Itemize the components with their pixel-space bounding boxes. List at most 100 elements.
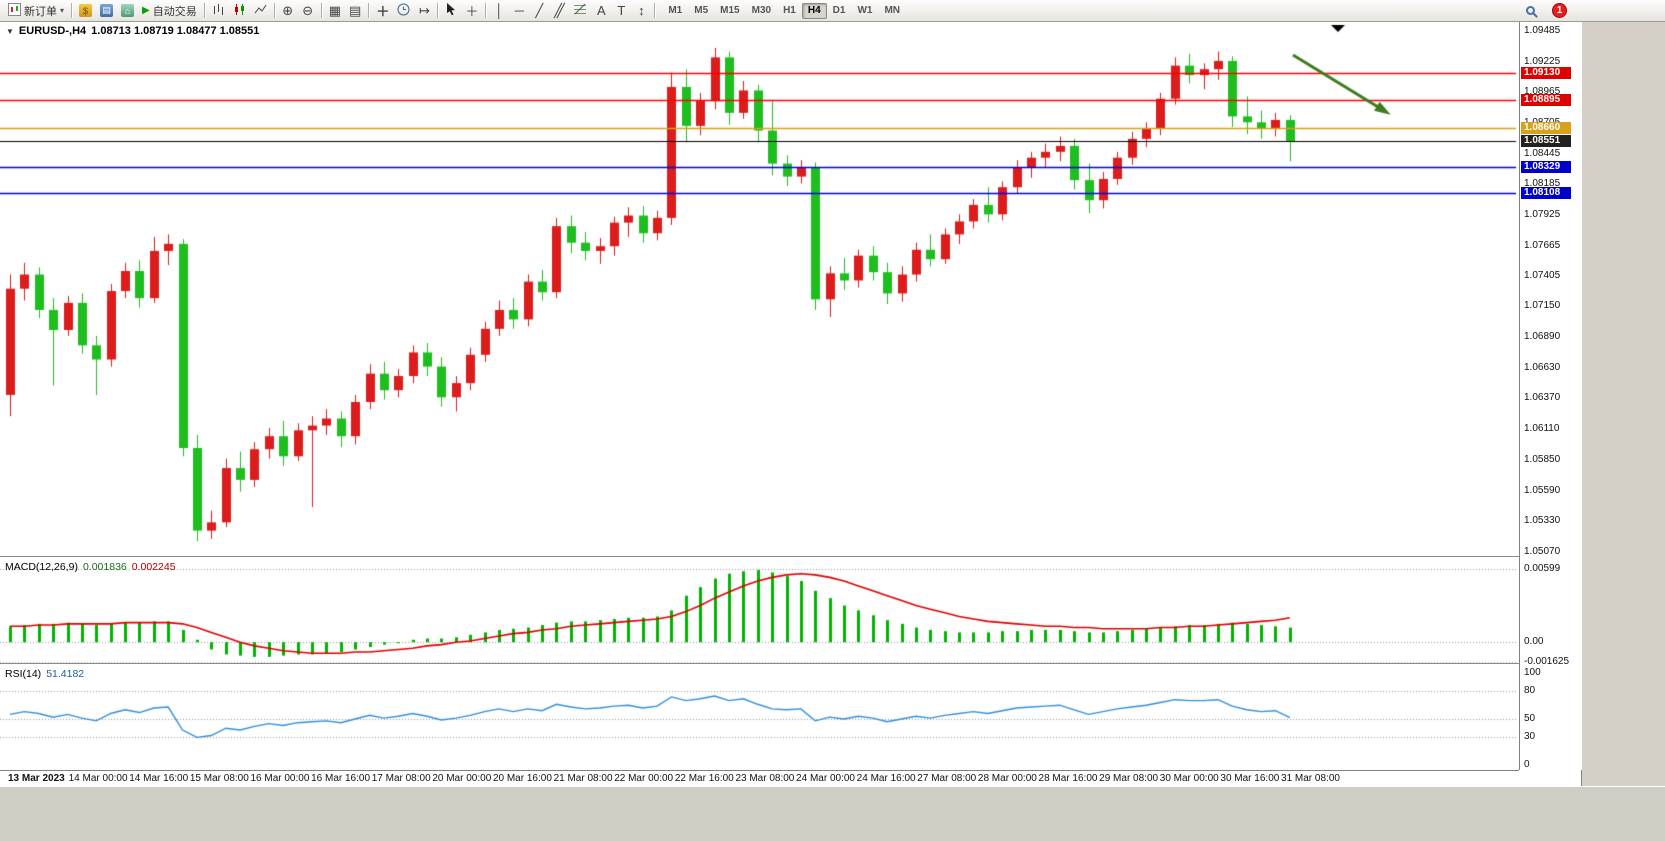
price-tick-label: 1.09225 [1524, 55, 1561, 67]
candlestick-chart-icon [233, 3, 246, 19]
candlestick-chart-button[interactable] [229, 2, 250, 20]
price-tick-label: 1.05070 [1524, 545, 1561, 557]
search-button[interactable] [1520, 2, 1540, 20]
time-axis-label: 30 Mar 16:00 [1220, 773, 1280, 784]
channel-icon: ╱╱ [554, 2, 565, 18]
time-axis-label: 31 Mar 08:00 [1281, 773, 1340, 784]
price-tick-label: 1.05330 [1524, 515, 1561, 527]
arrows-tool-button[interactable]: ↕ [631, 2, 651, 20]
price-tick-label: 1.06110 [1524, 423, 1560, 435]
chart-shift-button[interactable]: ↦ [414, 2, 434, 20]
fibonacci-button[interactable] [569, 2, 591, 20]
vertical-line-button[interactable]: │ [489, 2, 509, 20]
timeframe-button-w1[interactable]: W1 [857, 5, 873, 16]
timeframe-button-m5[interactable]: M5 [694, 5, 709, 16]
timeframe-button-m30[interactable]: M30 [751, 5, 772, 16]
trendline-button[interactable]: ╱ [529, 2, 549, 20]
timeframe-button-h1[interactable]: H1 [783, 5, 796, 16]
chevron-down-icon: ▾ [60, 6, 65, 15]
timeframe-button-h4[interactable]: H4 [801, 2, 827, 19]
toolbar-separator [71, 3, 73, 18]
time-axis[interactable]: 13 Mar 2023 14 Mar 00:00 14 Mar 16:00 15 Ma… [0, 770, 1519, 786]
time-axis-label: 21 Mar 08:00 [553, 773, 613, 784]
horizontal-line-button[interactable]: ─ [509, 2, 529, 20]
navigator-icon: ⌂ [121, 4, 135, 17]
arrows-tool-icon: ↕ [638, 3, 645, 18]
crosshair-button[interactable]: ＋ [461, 2, 482, 20]
window-bottom-strip [0, 786, 1665, 841]
time-axis-label: 14 Mar 00:00 [68, 773, 128, 784]
toolbar-separator [654, 3, 656, 18]
time-axis-label: 13 Mar 2023 [8, 773, 65, 784]
chart-shift-icon: ↦ [418, 2, 430, 18]
market-watch-button[interactable]: $ [75, 2, 96, 20]
notification-badge[interactable]: 1 [1552, 3, 1567, 18]
profiles-button[interactable] [393, 2, 414, 20]
horizontal-line-icon: ─ [514, 3, 524, 18]
rsi-name: RSI(14) [5, 668, 42, 680]
price-tick-label: 1.08965 [1524, 86, 1561, 98]
bar-chart-button[interactable] [208, 2, 229, 20]
text-tool-button[interactable]: A [591, 2, 611, 20]
auto-trading-label: 自动交易 [152, 5, 197, 18]
cascade-windows-button[interactable]: ▤ [345, 2, 365, 20]
time-axis-label: 20 Mar 16:00 [492, 773, 552, 784]
time-axis-label: 17 Mar 08:00 [371, 773, 431, 784]
cascade-windows-icon: ▤ [349, 2, 362, 18]
clock-icon [397, 3, 410, 19]
time-axis-label: 14 Mar 16:00 [129, 773, 189, 784]
toolbar-separator [320, 3, 322, 18]
channel-button[interactable]: ╱╱ [549, 2, 569, 20]
time-axis-label: 23 Mar 08:00 [735, 773, 795, 784]
macd-label: MACD(12,26,9) 0.001836 0.002245 [5, 561, 176, 573]
panel-separator[interactable] [0, 556, 1582, 558]
rsi-axis-label: 30 [1524, 731, 1536, 743]
macd-axis-label: 0.00599 [1524, 562, 1561, 574]
ohlc-label: 1.08713 1.08719 1.08477 1.08551 [91, 25, 260, 37]
cursor-button[interactable] [441, 2, 461, 20]
fibonacci-icon [573, 3, 587, 18]
timeframe-button-mn[interactable]: MN [884, 5, 901, 16]
toolbar-separator [437, 3, 439, 18]
label-tool-button[interactable]: T [611, 2, 631, 20]
macd-main-value: 0.001836 [82, 561, 127, 573]
time-axis-label: 28 Mar 16:00 [1038, 773, 1098, 784]
rsi-axis-label: 50 [1524, 713, 1536, 724]
rsi-axis-label: 100 [1524, 667, 1541, 678]
toolbar-separator [203, 3, 205, 18]
crosshair-icon: ＋ [465, 4, 479, 19]
market-watch-icon: $ [79, 4, 93, 17]
line-chart-icon [254, 3, 267, 19]
auto-trading-button[interactable]: ▶ 自动交易 [138, 2, 201, 20]
new-chart-button[interactable]: ＋ [372, 2, 393, 20]
rsi-label: RSI(14) 51.4182 [5, 668, 84, 680]
data-window-button[interactable]: ▤ [96, 2, 117, 20]
rsi-axis-label: 0 [1524, 759, 1530, 770]
toolbar-separator [368, 3, 370, 18]
collapse-icon[interactable]: ▼ [6, 26, 14, 36]
zoom-in-button[interactable]: ⊕ [278, 2, 298, 20]
new-order-button[interactable]: 新订单 ▾ [4, 2, 68, 20]
chart-canvas[interactable] [0, 22, 1518, 770]
price-tick-label: 1.05850 [1524, 453, 1561, 465]
data-window-icon: ▤ [100, 4, 114, 17]
price-tick-label: 1.08185 [1524, 178, 1561, 190]
price-axis[interactable]: 1.094851.092251.089651.087051.084451.081… [1519, 22, 1582, 770]
cursor-icon [445, 2, 457, 19]
timeframe-button-m15[interactable]: M15 [720, 5, 740, 16]
time-axis-label: 20 Mar 00:00 [432, 773, 492, 784]
timeframe-button-d1[interactable]: D1 [832, 5, 846, 16]
price-tick-label: 1.09485 [1524, 24, 1561, 36]
line-chart-button[interactable] [250, 2, 271, 20]
tile-windows-button[interactable]: ▦ [325, 2, 345, 20]
new-chart-icon: ＋ [376, 4, 390, 19]
label-tool-icon: T [617, 3, 626, 18]
panel-separator[interactable] [0, 663, 1582, 665]
timeframe-button-m1[interactable]: M1 [668, 5, 683, 16]
zoom-out-button[interactable]: ⊖ [298, 2, 318, 20]
price-tick-label: 1.06630 [1524, 361, 1561, 373]
chart-title: ▼ EURUSD-,H4 1.08713 1.08719 1.08477 1.0… [6, 25, 259, 37]
toolbar-separator [273, 3, 275, 18]
navigator-button[interactable]: ⌂ [117, 2, 138, 20]
